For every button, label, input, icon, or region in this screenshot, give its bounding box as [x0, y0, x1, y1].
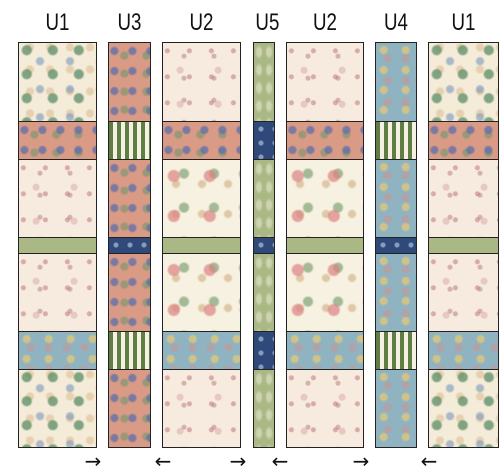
fabric-segment — [254, 121, 274, 159]
fabric-column — [18, 42, 97, 448]
fabric-column — [375, 42, 417, 448]
fabric-segment — [163, 253, 240, 331]
column-label: U4 — [384, 9, 408, 36]
fabric-segment — [254, 331, 274, 369]
fabric-segment — [376, 369, 416, 447]
fabric-column — [253, 42, 275, 448]
fabric-segment — [109, 253, 150, 331]
fabric-segment — [429, 159, 498, 237]
fabric-segment — [376, 159, 416, 237]
fabric-segment — [429, 121, 498, 159]
fabric-segment — [19, 253, 96, 331]
fabric-column — [428, 42, 499, 448]
fabric-segment — [287, 331, 363, 369]
fabric-segment — [287, 159, 363, 237]
fabric-segment — [163, 369, 240, 447]
fabric-segment — [287, 369, 363, 447]
fabric-segment — [287, 253, 363, 331]
fabric-segment — [19, 43, 96, 121]
fabric-segment — [163, 237, 240, 253]
fabric-segment — [287, 121, 363, 159]
fabric-segment — [109, 43, 150, 121]
right-arrow-icon: → — [352, 449, 370, 473]
fabric-segment — [163, 43, 240, 121]
column-label: U2 — [189, 9, 214, 36]
fabric-segment — [429, 253, 498, 331]
left-arrow-icon: ← — [154, 449, 172, 473]
column-label: U3 — [117, 9, 142, 36]
fabric-segment — [376, 237, 416, 253]
left-arrow-icon: ← — [420, 449, 438, 473]
fabric-segment — [109, 159, 150, 237]
fabric-column — [108, 42, 151, 448]
fabric-segment — [19, 159, 96, 237]
fabric-column — [162, 42, 241, 448]
fabric-segment — [109, 369, 150, 447]
fabric-segment — [287, 43, 363, 121]
left-arrow-icon: ← — [271, 449, 289, 473]
column-label: U1 — [451, 9, 476, 36]
fabric-segment — [109, 237, 150, 253]
fabric-segment — [163, 121, 240, 159]
fabric-segment — [254, 159, 274, 237]
fabric-segment — [376, 121, 416, 159]
fabric-segment — [19, 331, 96, 369]
column-label: U1 — [45, 9, 70, 36]
fabric-segment — [109, 331, 150, 369]
fabric-segment — [19, 369, 96, 447]
fabric-segment — [109, 121, 150, 159]
column-label: U2 — [313, 9, 337, 36]
fabric-segment — [163, 331, 240, 369]
fabric-segment — [254, 253, 274, 331]
fabric-segment — [254, 43, 274, 121]
fabric-segment — [376, 331, 416, 369]
fabric-segment — [19, 121, 96, 159]
fabric-segment — [254, 237, 274, 253]
fabric-segment — [376, 253, 416, 331]
right-arrow-icon: → — [84, 449, 102, 473]
fabric-segment — [287, 237, 363, 253]
fabric-segment — [429, 369, 498, 447]
fabric-segment — [429, 43, 498, 121]
fabric-segment — [19, 237, 96, 253]
right-arrow-icon: → — [229, 449, 247, 473]
fabric-segment — [376, 43, 416, 121]
fabric-segment — [429, 237, 498, 253]
fabric-column — [286, 42, 364, 448]
fabric-segment — [429, 331, 498, 369]
fabric-segment — [254, 369, 274, 447]
fabric-segment — [163, 159, 240, 237]
column-label: U5 — [255, 9, 280, 36]
